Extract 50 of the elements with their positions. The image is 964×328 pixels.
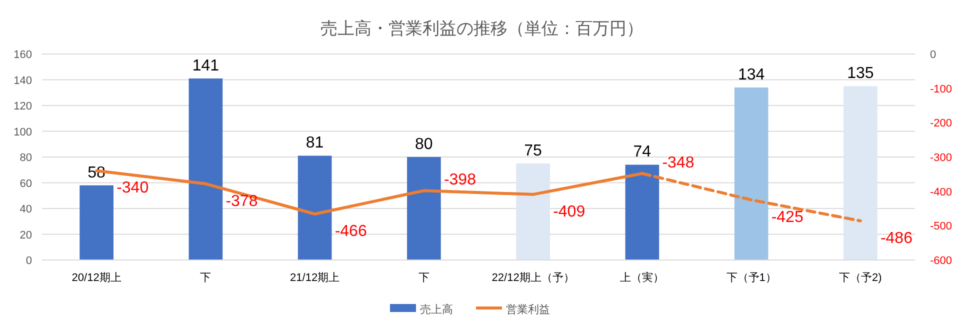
y-tick-label: 0 — [26, 255, 32, 267]
bar — [516, 163, 550, 260]
y2-tick-label: -500 — [930, 220, 952, 233]
x-tick-label: 22/12期上（予） — [492, 271, 574, 284]
y-tick-label: 160 — [14, 49, 32, 61]
data-label: -409 — [553, 203, 586, 220]
data-label: 80 — [415, 136, 433, 153]
y-tick-label: 80 — [20, 152, 32, 164]
bar — [734, 87, 768, 260]
x-tick-label: 下 — [418, 272, 430, 284]
data-label: 141 — [192, 57, 220, 74]
x-tick-label: 20/12期上 — [72, 271, 122, 284]
data-label: 134 — [738, 66, 765, 84]
bar — [188, 78, 223, 260]
y-tick-label: 120 — [14, 100, 32, 112]
data-label: -486 — [880, 230, 913, 247]
data-label: -340 — [116, 180, 149, 197]
x-tick-label: 下 — [200, 272, 212, 284]
y2-tick-label: -200 — [930, 118, 952, 130]
data-label: 74 — [633, 144, 652, 161]
data-label: 75 — [524, 142, 542, 160]
x-tick-label: 下（予2) — [839, 272, 882, 284]
bar — [298, 156, 332, 260]
chart-title: 売上高・営業利益の推移（単位：百万円） — [320, 19, 644, 38]
data-label: 135 — [847, 65, 874, 82]
x-tick-label: 21/12期上 — [290, 271, 340, 284]
data-label: -378 — [226, 192, 258, 210]
bar — [625, 164, 660, 260]
x-tick-label: 下（予1） — [726, 272, 776, 284]
legend-label: 営業利益 — [506, 303, 550, 316]
y2-tick-label: -400 — [930, 186, 952, 198]
data-label: 81 — [306, 134, 324, 152]
y-tick-label: 20 — [20, 229, 32, 242]
y2-tick-label: 0 — [930, 49, 936, 61]
data-label: -348 — [662, 154, 694, 172]
y2-tick-label: -300 — [930, 152, 952, 164]
bar — [844, 86, 878, 260]
data-label: -398 — [444, 172, 476, 189]
x-tick-label: 上（実） — [620, 271, 664, 284]
data-label: -466 — [334, 222, 367, 240]
y-tick-label: 140 — [14, 74, 32, 87]
y-tick-label: 60 — [20, 178, 32, 190]
bar — [407, 157, 441, 260]
data-label: -425 — [771, 208, 804, 226]
bar — [80, 185, 114, 260]
legend-label: 売上高 — [420, 303, 453, 316]
y-tick-label: 40 — [20, 204, 32, 216]
y2-tick-label: -600 — [930, 255, 952, 267]
y-tick-label: 100 — [14, 126, 32, 138]
y2-tick-label: -100 — [930, 83, 952, 96]
